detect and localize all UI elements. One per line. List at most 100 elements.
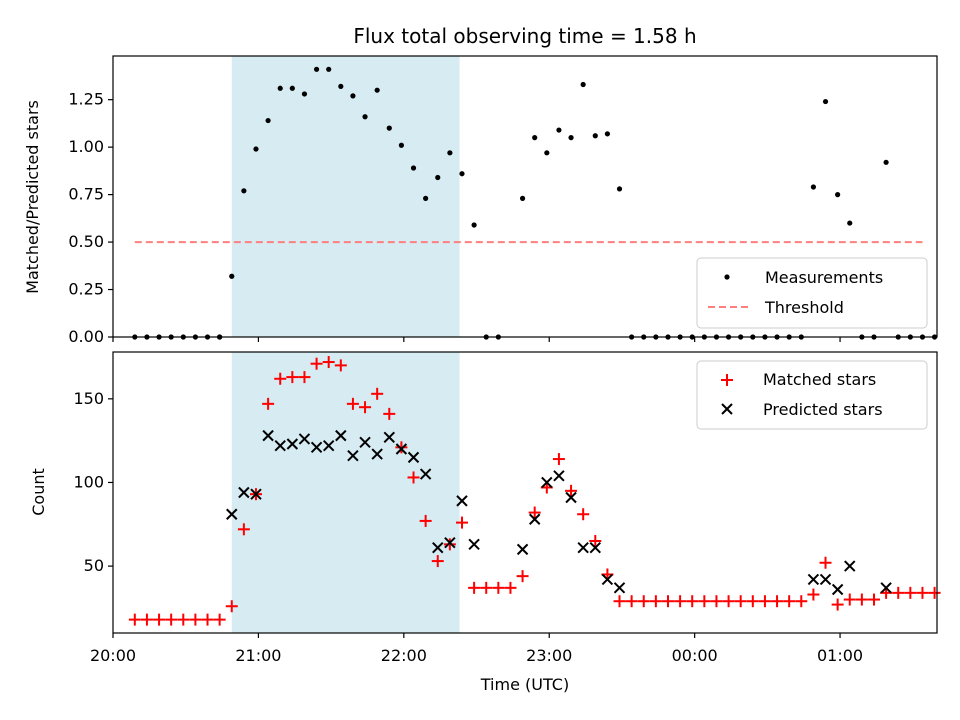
- x-axis-label: Time (UTC): [480, 675, 569, 694]
- measurement-point: [592, 133, 598, 139]
- measurement-point: [350, 93, 356, 99]
- legend-marker-matched: [721, 374, 733, 386]
- matched-star-point: [698, 595, 711, 608]
- predicted-star-point: [250, 488, 262, 500]
- matched-star-point: [783, 595, 796, 608]
- predicted-star-point: [553, 470, 565, 482]
- matched-star-point: [674, 595, 687, 608]
- matched-star-point: [552, 453, 565, 466]
- matched-star-point: [274, 372, 287, 385]
- matched-star-point: [516, 570, 529, 583]
- bottom-y-tick-label: 150: [73, 389, 104, 408]
- matched-star-point: [383, 407, 396, 420]
- bottom-legend-box: [696, 360, 928, 430]
- top-x-ticks: [112, 337, 841, 342]
- predicted-star-point: [468, 538, 480, 551]
- measurement-point: [398, 142, 404, 148]
- legend-label-threshold: Threshold: [764, 298, 844, 317]
- matched-star-point: [928, 586, 941, 599]
- matched-star-point: [528, 506, 541, 519]
- matched-star-point: [867, 593, 880, 606]
- top-y-tick-label: 1.25: [68, 90, 104, 109]
- predicted-star-point: [432, 541, 444, 554]
- x-tick-label: 00:00: [672, 646, 718, 665]
- matched-star-point: [298, 371, 311, 384]
- x-tick-label: 22:00: [381, 646, 427, 665]
- matched-star-point: [613, 595, 626, 608]
- measurement-point: [604, 131, 611, 137]
- predicted-star-point: [819, 573, 832, 586]
- matched-star-point: [637, 595, 650, 608]
- measurement-point: [410, 165, 417, 171]
- predicted-star-point: [880, 582, 892, 594]
- measurement-point: [616, 186, 623, 192]
- measurement-point: [544, 150, 550, 156]
- matched-star-point: [577, 508, 590, 521]
- predicted-star-point: [419, 468, 432, 480]
- matched-star-point: [310, 357, 323, 370]
- x-tick-label: 01:00: [817, 646, 863, 665]
- measurement-point: [301, 91, 308, 97]
- predicted-star-point: [844, 560, 856, 572]
- measurement-point: [265, 117, 271, 124]
- predicted-star-point: [226, 508, 238, 520]
- matched-star-point: [492, 581, 505, 594]
- predicted-star-point: [262, 429, 274, 442]
- top-y-tick-label: 0.75: [68, 185, 104, 204]
- top-axes-frame: [112, 55, 938, 338]
- predicted-star-point: [395, 443, 408, 455]
- matched-star-point: [225, 600, 238, 613]
- matched-star-point: [589, 535, 602, 548]
- predicted-star-point: [516, 543, 529, 556]
- bottom-highlight-band: [231, 352, 460, 633]
- matched-star-point: [565, 484, 578, 497]
- measurement-point: [338, 83, 344, 89]
- predicted-star-point: [359, 436, 371, 449]
- measurement-point: [556, 127, 562, 133]
- measurement-point: [241, 188, 247, 194]
- predicted-star-point: [613, 582, 626, 594]
- matched-star-point: [359, 401, 372, 414]
- predicted-star-point: [286, 438, 299, 450]
- chart-title: Flux total observing time = 1.58 h: [353, 24, 696, 48]
- matched-star-point: [795, 595, 808, 608]
- measurement-point: [229, 273, 235, 279]
- bottom-y-tick-label: 50: [84, 556, 104, 575]
- matched-star-point: [140, 613, 153, 626]
- matched-star-point: [661, 595, 674, 608]
- matched-star-point: [468, 581, 481, 594]
- legend-marker-measurements: [724, 274, 730, 280]
- matched-star-point: [807, 588, 820, 601]
- measurement-point: [253, 146, 259, 152]
- matched-star-point: [371, 387, 384, 400]
- measurement-point: [277, 85, 283, 91]
- matched-star-point: [443, 538, 456, 551]
- bottom-y-tick-label: 100: [73, 472, 104, 491]
- legend-marker-predicted: [721, 403, 733, 415]
- predicted-star-point: [541, 476, 553, 489]
- predicted-star-point: [528, 513, 541, 525]
- predicted-star-point: [383, 431, 395, 444]
- matched-star-point: [419, 514, 432, 527]
- measurement-point: [386, 125, 392, 131]
- bottom-axes-frame: [112, 351, 938, 634]
- matched-star-point: [710, 595, 723, 608]
- predicted-star-point: [407, 451, 420, 464]
- matched-star-point: [625, 595, 638, 608]
- predicted-star-point: [456, 495, 468, 507]
- measurement-point: [835, 192, 841, 198]
- matched-star-point: [346, 397, 359, 410]
- top-y-tick-label: 1.00: [68, 137, 104, 156]
- top-y-tick-label: 0.25: [68, 280, 104, 299]
- predicted-star-point: [565, 491, 577, 504]
- measurement-point: [568, 135, 574, 141]
- matched-star-point: [201, 613, 214, 626]
- bottom-y-axis-label: Count: [29, 468, 48, 516]
- matched-star-point: [286, 371, 299, 384]
- predicted-star-point: [322, 439, 335, 452]
- matched-star-point: [758, 595, 771, 608]
- measurement-point: [459, 171, 465, 177]
- matched-star-point: [322, 356, 335, 369]
- x-tick-label: 23:00: [526, 646, 572, 665]
